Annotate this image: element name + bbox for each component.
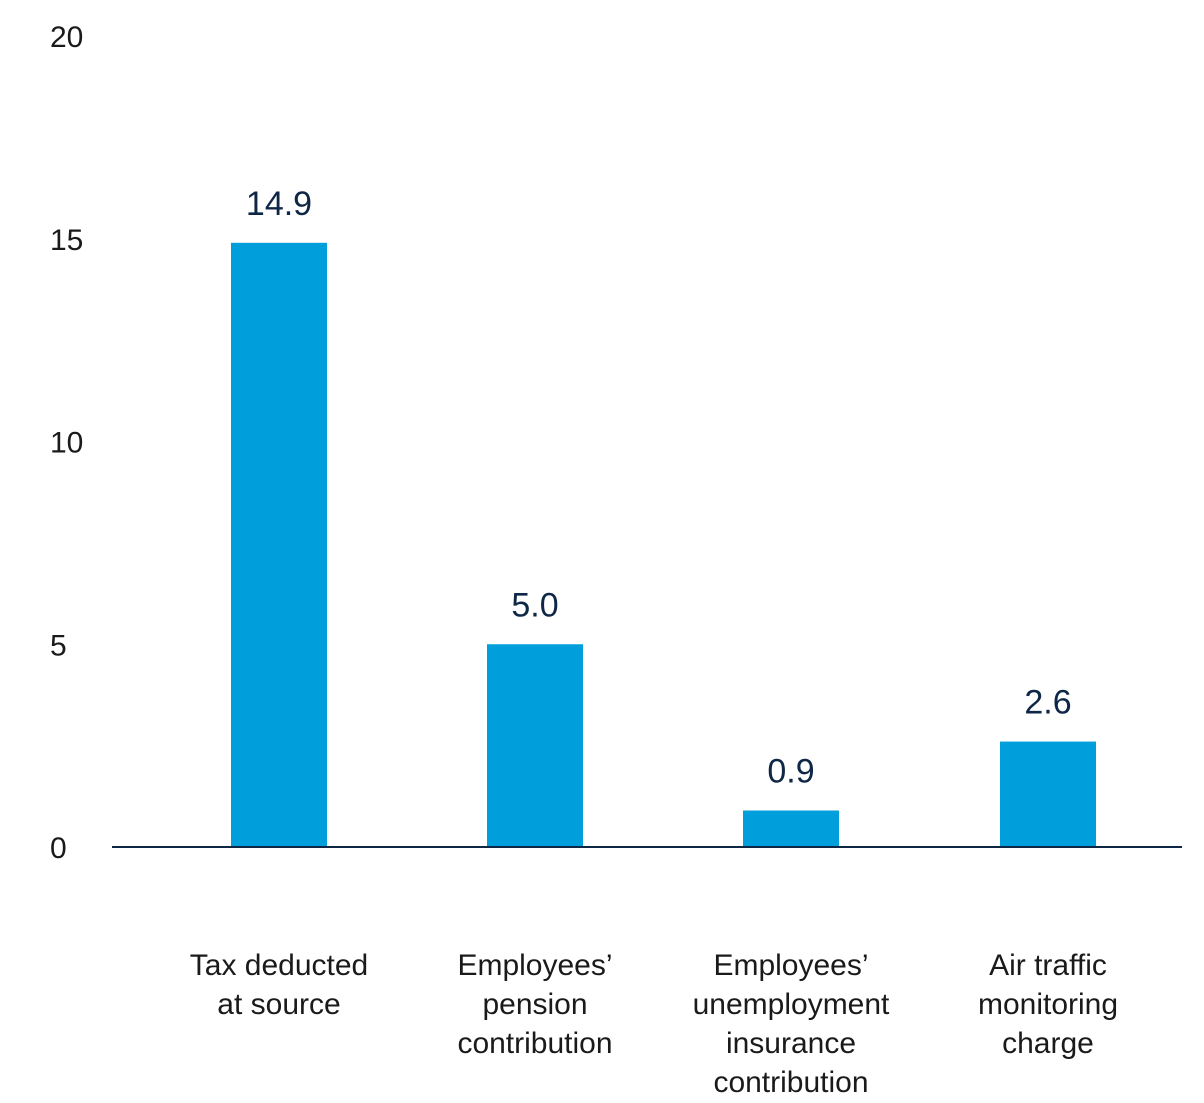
y-axis-ticks: 0 5 10 15 20 — [50, 21, 83, 865]
x-category-label: Employees’ pension contribution — [457, 949, 612, 1060]
x-category-label-line: insurance — [726, 1027, 856, 1060]
x-category-label-line: Tax deducted — [190, 949, 368, 982]
x-category-label-line: Employees’ — [457, 949, 612, 982]
x-category-label-line: unemployment — [693, 988, 890, 1021]
bar — [487, 644, 583, 847]
y-tick-label: 20 — [50, 21, 83, 54]
x-category-label-line: Air traffic — [989, 949, 1107, 982]
bars — [231, 242, 1096, 847]
x-category-label: Tax deducted at source — [190, 949, 368, 1021]
x-category-label-line: pension — [482, 988, 587, 1021]
x-category-label-line: contribution — [713, 1066, 868, 1099]
bar — [743, 810, 839, 847]
y-tick-label: 0 — [50, 832, 67, 865]
x-category-label: Air traffic monitoring charge — [978, 949, 1118, 1060]
data-label: 14.9 — [246, 185, 312, 223]
x-category-label: Employees’ unemployment insurance contribut… — [693, 949, 890, 1099]
y-tick-label: 5 — [50, 629, 67, 662]
x-category-label-line: charge — [1002, 1027, 1094, 1060]
data-labels: 14.9 5.0 0.9 2.6 — [246, 185, 1072, 791]
data-label: 5.0 — [511, 586, 558, 624]
x-category-label-line: Employees’ — [713, 949, 868, 982]
bar — [231, 242, 327, 847]
y-tick-label: 15 — [50, 224, 83, 257]
x-category-label-line: at source — [217, 988, 340, 1021]
bar — [1000, 741, 1096, 847]
data-label: 2.6 — [1024, 684, 1071, 722]
data-label: 0.9 — [767, 753, 814, 791]
x-category-label-line: contribution — [457, 1027, 612, 1060]
x-category-label-line: monitoring — [978, 988, 1118, 1021]
y-tick-label: 10 — [50, 427, 83, 460]
x-axis-category-labels: Tax deducted at source Employees’ pension co… — [190, 949, 1118, 1099]
